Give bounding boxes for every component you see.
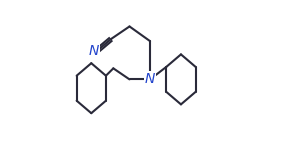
Text: N: N	[89, 44, 99, 59]
Text: N: N	[145, 72, 155, 86]
